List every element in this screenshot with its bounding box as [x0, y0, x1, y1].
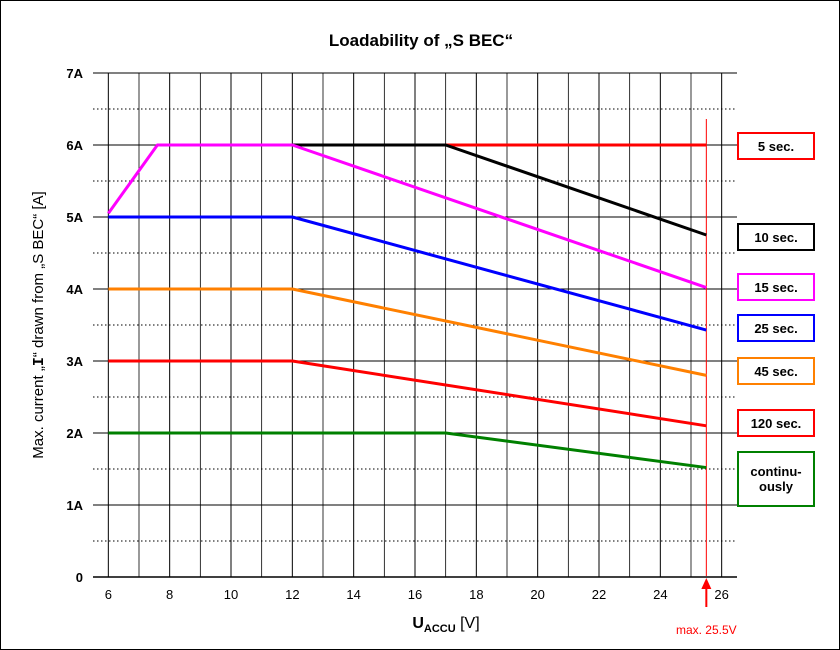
y-tick-label: 0: [76, 570, 83, 585]
legend-item: continu-ously: [737, 451, 815, 507]
legend-label: 10 sec.: [754, 229, 798, 245]
y-tick-label: 1A: [66, 498, 83, 513]
x-tick-label: 10: [224, 587, 238, 602]
x-tick-label: 18: [469, 587, 483, 602]
series-line: [107, 143, 707, 289]
x-tick-label: 24: [653, 587, 667, 602]
legend-item: 15 sec.: [737, 273, 815, 301]
grid: [93, 72, 737, 577]
legend-label: 5 sec.: [757, 138, 795, 154]
y-tick-label: 5A: [66, 210, 83, 225]
legend-item: 120 sec.: [737, 409, 815, 437]
chart-title: Loadability of „S BEC“: [329, 31, 513, 50]
y-axis-label: Max. current „I“ drawn from „S BEC“ [A]: [30, 191, 48, 458]
x-tick-label: 8: [166, 587, 173, 602]
x-tick-label: 14: [346, 587, 360, 602]
x-tick-label: 16: [408, 587, 422, 602]
y-tick-label: 4A: [66, 282, 83, 297]
series-line: [108, 431, 707, 470]
legend-label: 45 sec.: [754, 363, 798, 379]
series-line: [292, 143, 707, 237]
series-group: [107, 143, 707, 470]
x-tick-label: 6: [105, 587, 112, 602]
max-voltage-label: max. 25.5V: [676, 623, 737, 637]
x-tick-label: 26: [714, 587, 728, 602]
series-line: [108, 359, 707, 428]
x-tick-label: 12: [285, 587, 299, 602]
axes: 0 1A 2A 3A 4A 5A 6A 7A 6 8 10 12 14 16 18 20 22 24 26 max. …: [66, 66, 737, 637]
y-tick-label: 6A: [66, 138, 83, 153]
legend-item: 25 sec.: [737, 314, 815, 342]
series-line: [108, 287, 707, 377]
legend-item: 10 sec.: [737, 223, 815, 251]
y-tick-label: 7A: [66, 66, 83, 81]
legend-item: 5 sec.: [737, 132, 815, 160]
y-tick-label: 2A: [66, 426, 83, 441]
x-tick-label: 22: [592, 587, 606, 602]
x-tick-label: 20: [530, 587, 544, 602]
x-axis-label: UACCU [V]: [412, 615, 479, 635]
legend-item: 45 sec.: [737, 357, 815, 385]
legend-label: 15 sec.: [754, 279, 798, 295]
max-voltage-arrow-head: [701, 578, 712, 589]
legend-label: continu-ously: [750, 464, 802, 494]
legend-label: 120 sec.: [750, 415, 802, 431]
y-tick-label: 3A: [66, 354, 83, 369]
series-line: [108, 215, 707, 332]
legend-label: 25 sec.: [754, 320, 798, 336]
